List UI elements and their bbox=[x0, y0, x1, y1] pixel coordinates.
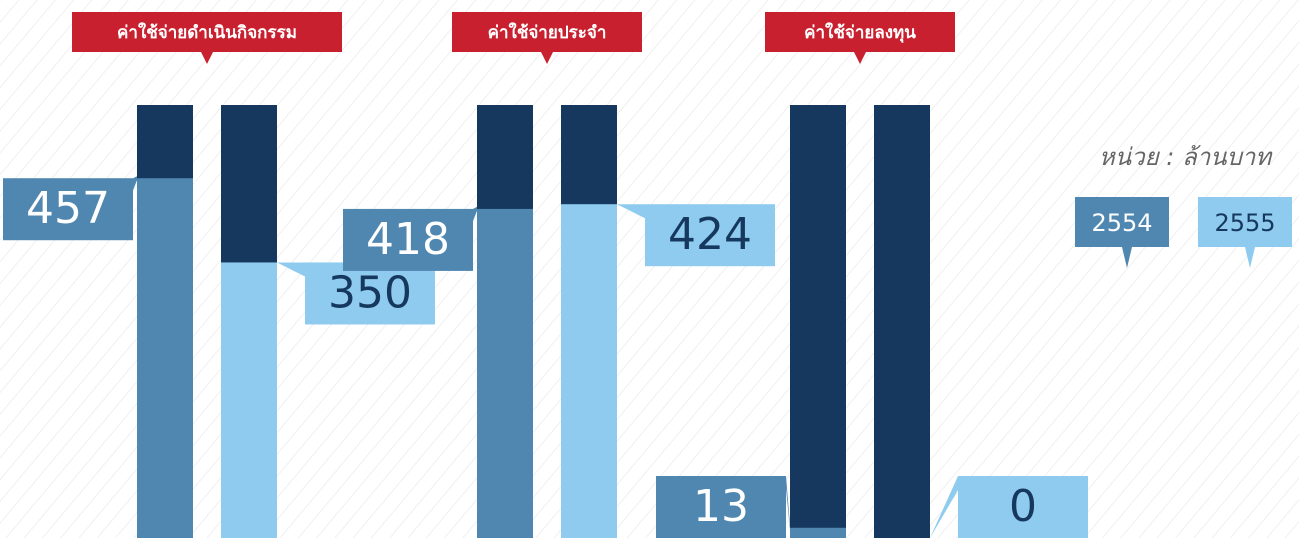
value-label-pointer bbox=[617, 204, 645, 219]
value-label: 457 bbox=[26, 183, 110, 234]
bar-background bbox=[790, 105, 846, 538]
value-label-box bbox=[343, 208, 473, 271]
category-box bbox=[72, 12, 342, 52]
category-label: ค่าใช้จ่ายดำเนินกิจกรรม bbox=[117, 22, 297, 43]
category-box bbox=[765, 12, 955, 52]
value-label-pointer bbox=[277, 262, 305, 277]
value-label: 13 bbox=[693, 481, 749, 532]
legend-label: 2554 bbox=[1091, 209, 1152, 237]
category-pointer bbox=[201, 52, 213, 64]
value-label: 0 bbox=[1009, 481, 1037, 532]
category-box bbox=[452, 12, 642, 52]
bar bbox=[790, 527, 846, 538]
value-label-box bbox=[3, 178, 133, 241]
value-label-box bbox=[958, 476, 1088, 538]
value-label-pointer bbox=[786, 476, 790, 530]
value-label-pointer bbox=[930, 476, 958, 538]
legend-pointer bbox=[1122, 247, 1132, 268]
category-label: ค่าใช้จ่ายลงทุน bbox=[804, 22, 916, 43]
bar bbox=[137, 178, 193, 538]
bar-background bbox=[874, 105, 930, 538]
value-label-pointer bbox=[473, 206, 477, 221]
category-label: ค่าใช้จ่ายประจำ bbox=[488, 22, 607, 43]
category-pointer bbox=[854, 52, 866, 64]
bar bbox=[477, 208, 533, 538]
value-label-box bbox=[656, 476, 786, 538]
value-label-box bbox=[645, 204, 775, 267]
legend-label: 2555 bbox=[1214, 209, 1275, 237]
value-label: 424 bbox=[668, 209, 752, 260]
value-label-pointer bbox=[133, 176, 137, 191]
value-label: 418 bbox=[366, 214, 450, 265]
legend-box bbox=[1075, 197, 1169, 247]
bar bbox=[561, 204, 617, 538]
bar bbox=[221, 262, 277, 538]
value-label-box bbox=[305, 262, 435, 325]
legend-box bbox=[1198, 197, 1292, 247]
unit-label: หน่วย : ล้านบาท bbox=[1099, 143, 1273, 171]
value-label: 350 bbox=[328, 267, 412, 318]
category-pointer bbox=[541, 52, 553, 64]
legend-pointer bbox=[1245, 247, 1255, 268]
